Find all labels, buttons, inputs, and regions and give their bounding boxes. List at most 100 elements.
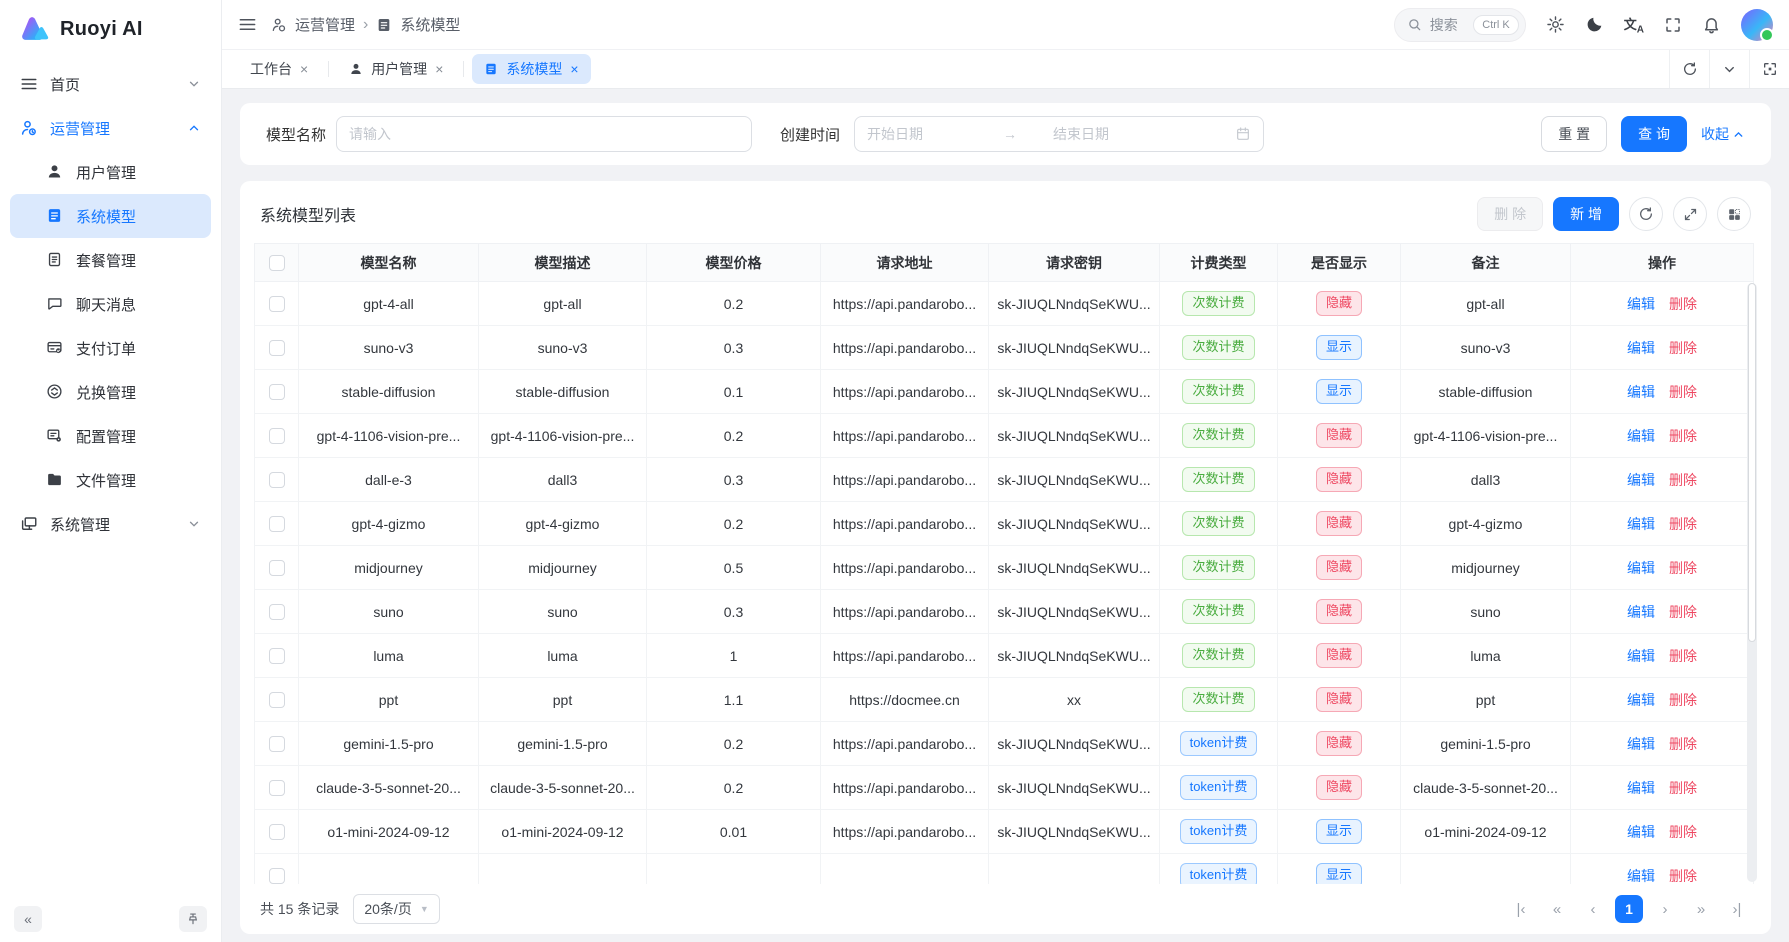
end-date-placeholder: 结束日期 [1053,126,1110,142]
page-size-select[interactable]: 20条/页 ▼ [353,894,440,924]
row-checkbox[interactable] [268,384,285,401]
collapse-filter-link[interactable]: 收起 [1701,124,1745,144]
row-checkbox[interactable] [268,648,285,665]
fullscreen-icon[interactable] [1664,16,1682,34]
row-checkbox[interactable] [268,736,285,753]
delete-link[interactable]: 删除 [1669,515,1697,532]
close-icon[interactable]: × [300,61,309,77]
sidebar-collapse-button[interactable]: « [14,906,42,932]
edit-link[interactable]: 编辑 [1627,691,1655,708]
row-checkbox[interactable] [268,604,285,621]
delete-link[interactable]: 删除 [1669,427,1697,444]
tab-workbench[interactable]: 工作台 × [238,54,320,84]
table-row: midjourney midjourney 0.5 https://api.pa… [254,545,1754,590]
global-search[interactable]: 搜索 Ctrl K [1393,7,1526,42]
delete-link[interactable]: 删除 [1669,339,1697,356]
edit-link[interactable]: 编辑 [1627,603,1655,620]
row-checkbox[interactable] [268,560,285,577]
tab-divider [328,61,330,77]
sidebar-item-user-mgmt[interactable]: 用户管理 [10,150,211,194]
row-checkbox[interactable] [268,296,285,313]
edit-link[interactable]: 编辑 [1627,867,1655,884]
tab-system-model[interactable]: 系统模型 × [472,54,591,84]
jump-back-icon[interactable]: « [1552,900,1562,918]
delete-link[interactable]: 删除 [1669,867,1697,884]
delete-link[interactable]: 删除 [1669,735,1697,752]
sidebar-item-chat-messages[interactable]: 聊天消息 [10,282,211,326]
column-settings-icon[interactable] [1717,197,1751,231]
tab-user-mgmt[interactable]: 用户管理 × [337,54,455,84]
row-checkbox[interactable] [268,516,285,533]
gear-icon[interactable] [1546,15,1565,34]
reset-button[interactable]: 重 置 [1541,116,1608,152]
edit-link[interactable]: 编辑 [1627,735,1655,752]
edit-link[interactable]: 编辑 [1627,647,1655,664]
first-page-icon[interactable]: |‹ [1516,900,1526,918]
delete-button[interactable]: 删 除 [1477,197,1544,231]
delete-link[interactable]: 删除 [1669,779,1697,796]
edit-link[interactable]: 编辑 [1627,339,1655,356]
delete-link[interactable]: 删除 [1669,691,1697,708]
logo[interactable]: Ruoyi AI [0,0,221,58]
row-checkbox[interactable] [268,472,285,489]
select-all-checkbox[interactable] [268,255,285,272]
edit-link[interactable]: 编辑 [1627,559,1655,576]
prev-page-icon[interactable]: ‹ [1590,900,1596,918]
refresh-icon[interactable] [1669,50,1709,88]
chevron-down-icon[interactable] [1709,50,1749,88]
breadcrumb-item[interactable]: 运营管理 [295,17,356,34]
close-icon[interactable]: × [435,61,444,77]
edit-link[interactable]: 编辑 [1627,823,1655,840]
dark-mode-moon-icon[interactable] [1585,15,1604,34]
bell-icon[interactable] [1702,15,1721,34]
table-scrollbar-thumb[interactable] [1748,283,1756,643]
delete-link[interactable]: 删除 [1669,647,1697,664]
delete-link[interactable]: 删除 [1669,559,1697,576]
date-range-input[interactable]: 开始日期 → 结束日期 [854,116,1265,152]
edit-link[interactable]: 编辑 [1627,779,1655,796]
sidebar-pin-button[interactable] [179,906,207,932]
hamburger-menu-icon[interactable] [238,15,257,34]
delete-link[interactable]: 删除 [1669,295,1697,312]
edit-link[interactable]: 编辑 [1627,295,1655,312]
translate-icon[interactable]: 文A [1623,16,1644,36]
row-checkbox[interactable] [268,428,285,445]
avatar[interactable] [1741,8,1774,42]
sidebar-item-home[interactable]: 首页 [10,62,211,106]
edit-link[interactable]: 编辑 [1627,515,1655,532]
refresh-icon[interactable] [1629,197,1663,231]
delete-link[interactable]: 删除 [1669,603,1697,620]
sidebar-item-operations[interactable]: 运营管理 [10,106,211,150]
edit-link[interactable]: 编辑 [1627,383,1655,400]
row-checkbox[interactable] [268,340,285,357]
close-icon[interactable]: × [570,61,579,77]
current-page[interactable]: 1 [1615,895,1643,923]
sidebar-menu: 首页 运营管理 用户管理 [0,58,221,942]
row-checkbox[interactable] [268,868,285,884]
edit-link[interactable]: 编辑 [1627,471,1655,488]
sidebar-item-system-model[interactable]: 系统模型 [10,194,211,238]
delete-link[interactable]: 删除 [1669,383,1697,400]
next-page-icon[interactable]: › [1662,900,1668,918]
row-checkbox[interactable] [268,780,285,797]
sidebar-item-system-mgmt[interactable]: 系统管理 [10,502,211,546]
delete-link[interactable]: 删除 [1669,823,1697,840]
sidebar-item-package-mgmt[interactable]: 套餐管理 [10,238,211,282]
table-fullscreen-icon[interactable] [1673,197,1707,231]
sidebar-item-config-mgmt[interactable]: 配置管理 [10,414,211,458]
jump-forward-icon[interactable]: » [1696,900,1706,918]
model-name-input[interactable] [336,116,753,152]
sidebar-item-payment-orders[interactable]: 支付订单 [10,326,211,370]
last-page-icon[interactable]: ›| [1732,900,1742,918]
add-button[interactable]: 新 增 [1553,197,1619,231]
row-checkbox[interactable] [268,824,285,841]
column-header: 备注 [1400,243,1571,282]
delete-link[interactable]: 删除 [1669,471,1697,488]
edit-link[interactable]: 编辑 [1627,427,1655,444]
sidebar-item-file-mgmt[interactable]: 文件管理 [10,458,211,502]
row-checkbox[interactable] [268,692,285,709]
query-button[interactable]: 查 询 [1621,116,1687,152]
content-fullscreen-icon[interactable] [1749,50,1789,88]
request-url-cell: https://api.pandarobo... [820,369,989,414]
sidebar-item-exchange-mgmt[interactable]: 兑换管理 [10,370,211,414]
